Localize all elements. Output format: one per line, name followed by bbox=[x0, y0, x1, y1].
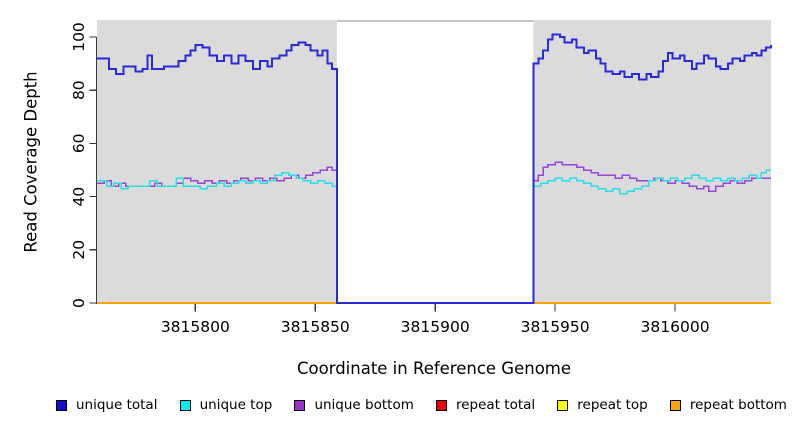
legend-swatch bbox=[56, 399, 67, 411]
series-line-unique-total bbox=[97, 33, 772, 304]
legend-label: repeat total bbox=[455, 397, 536, 413]
legend-label: unique top bbox=[199, 397, 273, 413]
legend-item-repeat-bottom: repeat bottom bbox=[669, 397, 787, 413]
plot-area: 0 20 40 60 80 100 3815800 3815850 3815900 3815950… bbox=[70, 20, 772, 336]
x-tick-label: 3815950 bbox=[521, 318, 590, 336]
legend-item-unique-top: unique top bbox=[179, 397, 273, 413]
legend-item-repeat-top: repeat top bbox=[557, 397, 648, 413]
y-axis-title: Read Coverage Depth bbox=[21, 71, 41, 253]
legend-label: repeat top bbox=[577, 397, 648, 413]
y-tick-label: 0 bbox=[70, 298, 88, 308]
legend-item-unique-bottom: unique bottom bbox=[294, 397, 414, 413]
shaded-panel-1 bbox=[533, 20, 771, 304]
legend-item-unique-total: unique total bbox=[56, 397, 157, 413]
legend-swatch bbox=[557, 399, 569, 411]
legend-label: repeat bottom bbox=[689, 397, 787, 413]
legend-label: unique bottom bbox=[314, 397, 414, 413]
y-tick-label: 20 bbox=[70, 240, 88, 260]
legend-swatch bbox=[435, 399, 447, 411]
x-tick-label: 3816000 bbox=[641, 318, 710, 336]
y-tick-label: 80 bbox=[70, 80, 88, 100]
legend-swatch bbox=[179, 399, 191, 411]
series-line-unique-top bbox=[97, 169, 771, 304]
legend-item-repeat-total: repeat total bbox=[435, 397, 536, 413]
shaded-panel-0 bbox=[97, 20, 337, 304]
x-tick-label: 3815850 bbox=[281, 318, 350, 336]
x-tick-label: 3815800 bbox=[161, 318, 230, 336]
legend-swatch bbox=[669, 399, 681, 411]
y-tick-label: 40 bbox=[70, 187, 88, 207]
y-tick-label: 100 bbox=[70, 22, 88, 52]
x-axis-title: Coordinate in Reference Genome bbox=[296, 359, 572, 378]
x-tick-label: 3815900 bbox=[401, 318, 470, 336]
legend: unique total unique top unique bottom repea… bbox=[56, 397, 787, 413]
y-tick-label: 60 bbox=[70, 134, 88, 154]
legend-swatch bbox=[294, 399, 306, 411]
legend-label: unique total bbox=[76, 397, 158, 413]
